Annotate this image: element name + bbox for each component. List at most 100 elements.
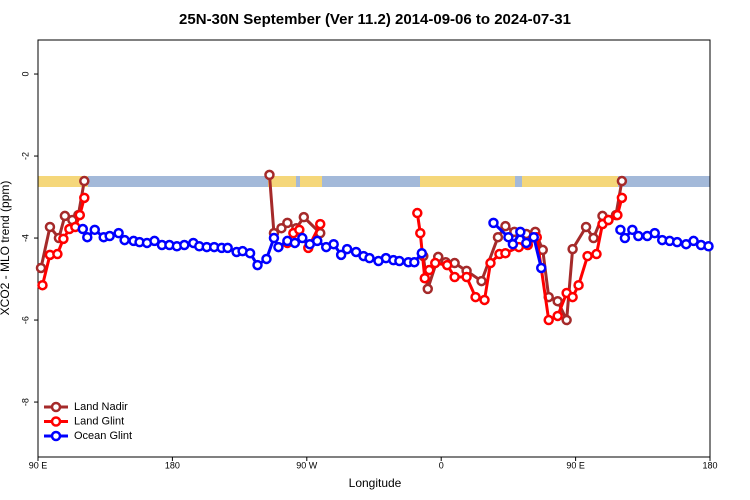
data-point — [268, 232, 280, 244]
data-point — [416, 247, 428, 259]
data-point — [104, 230, 115, 242]
data-point — [312, 235, 323, 247]
data-point — [409, 256, 420, 268]
data-point — [616, 192, 628, 204]
data-point — [422, 283, 434, 295]
data-point — [476, 275, 487, 287]
data-point — [507, 238, 519, 250]
data-point — [543, 314, 554, 326]
data-point — [328, 238, 339, 250]
data-point — [44, 221, 56, 233]
data-point — [488, 217, 499, 229]
data-point — [59, 210, 71, 222]
legend-label: Land Nadir — [74, 401, 128, 413]
x-axis-label: Longitude — [349, 476, 402, 490]
data-point — [561, 314, 572, 326]
y-tick-label: -4 — [20, 234, 30, 242]
data-point — [294, 224, 305, 236]
data-point — [149, 235, 160, 247]
data-point — [113, 227, 124, 239]
data-point — [627, 224, 638, 236]
data-point — [479, 294, 490, 306]
legend-marker — [50, 401, 62, 413]
data-point — [52, 248, 63, 260]
data-point — [573, 279, 584, 291]
data-point — [552, 310, 563, 322]
data-point — [273, 241, 284, 253]
legend-marker — [50, 416, 62, 427]
data-point — [515, 226, 526, 238]
data-point — [500, 220, 511, 232]
data-point — [567, 291, 578, 303]
plot-frame — [37, 39, 711, 458]
data-point — [77, 223, 89, 235]
data-point — [619, 232, 631, 244]
data-point — [394, 255, 405, 267]
x-tick-label: 90 W — [296, 460, 318, 470]
y-tick-label: 0 — [20, 72, 30, 77]
legend-label: Ocean Glint — [74, 430, 132, 442]
data-point — [567, 243, 578, 255]
data-point — [492, 231, 504, 243]
series-line — [41, 197, 624, 323]
data-point — [82, 231, 93, 243]
data-point — [528, 231, 540, 243]
data-point — [297, 232, 308, 244]
data-point — [612, 209, 623, 221]
data-point — [633, 230, 644, 242]
data-point — [58, 233, 69, 245]
data-point — [314, 218, 326, 230]
data-point — [441, 259, 453, 271]
data-point — [521, 237, 532, 249]
data-point — [616, 175, 628, 187]
data-point — [37, 279, 48, 291]
data-point — [119, 234, 130, 246]
data-point — [282, 217, 293, 229]
data-point — [552, 295, 563, 307]
data-point — [35, 262, 47, 274]
data-point — [412, 207, 423, 219]
data-point — [364, 252, 375, 264]
data-point — [461, 271, 472, 283]
data-point — [688, 235, 699, 247]
data-point — [470, 291, 481, 303]
data-point — [615, 224, 626, 236]
data-point — [179, 239, 190, 251]
data-point — [89, 224, 100, 236]
data-point — [429, 257, 441, 269]
x-tick-label: 90 E — [29, 460, 48, 470]
x-tick-label: 180 — [165, 460, 180, 470]
data-point — [419, 272, 431, 284]
data-point — [485, 257, 496, 269]
data-point — [350, 246, 362, 258]
y-tick-label: -8 — [20, 398, 30, 406]
y-tick-label: -2 — [20, 152, 30, 160]
y-tick-label: -6 — [20, 316, 30, 324]
data-point — [500, 247, 511, 259]
data-point — [74, 209, 86, 221]
data-point — [222, 242, 233, 254]
data-point — [79, 192, 90, 204]
legend-label: Land Glint — [74, 415, 124, 427]
data-point — [582, 250, 593, 262]
data-point — [503, 231, 514, 243]
data-point — [244, 247, 256, 259]
x-tick-label: 180 — [702, 460, 717, 470]
data-point — [591, 248, 602, 260]
legend-marker — [50, 430, 62, 442]
data-point — [264, 169, 275, 181]
data-point — [703, 240, 714, 252]
data-point — [588, 232, 599, 244]
data-point — [603, 214, 614, 226]
data-point — [261, 253, 272, 265]
data-point — [424, 264, 435, 276]
data-point — [298, 211, 310, 223]
data-point — [671, 236, 683, 248]
x-tick-label: 90 E — [566, 460, 585, 470]
chart-title: 25N-30N September (Ver 11.2) 2014-09-06 … — [179, 11, 571, 28]
data-point — [335, 249, 347, 261]
data-point — [649, 227, 660, 239]
x-tick-label: 0 — [439, 460, 444, 470]
data-point — [341, 243, 353, 255]
